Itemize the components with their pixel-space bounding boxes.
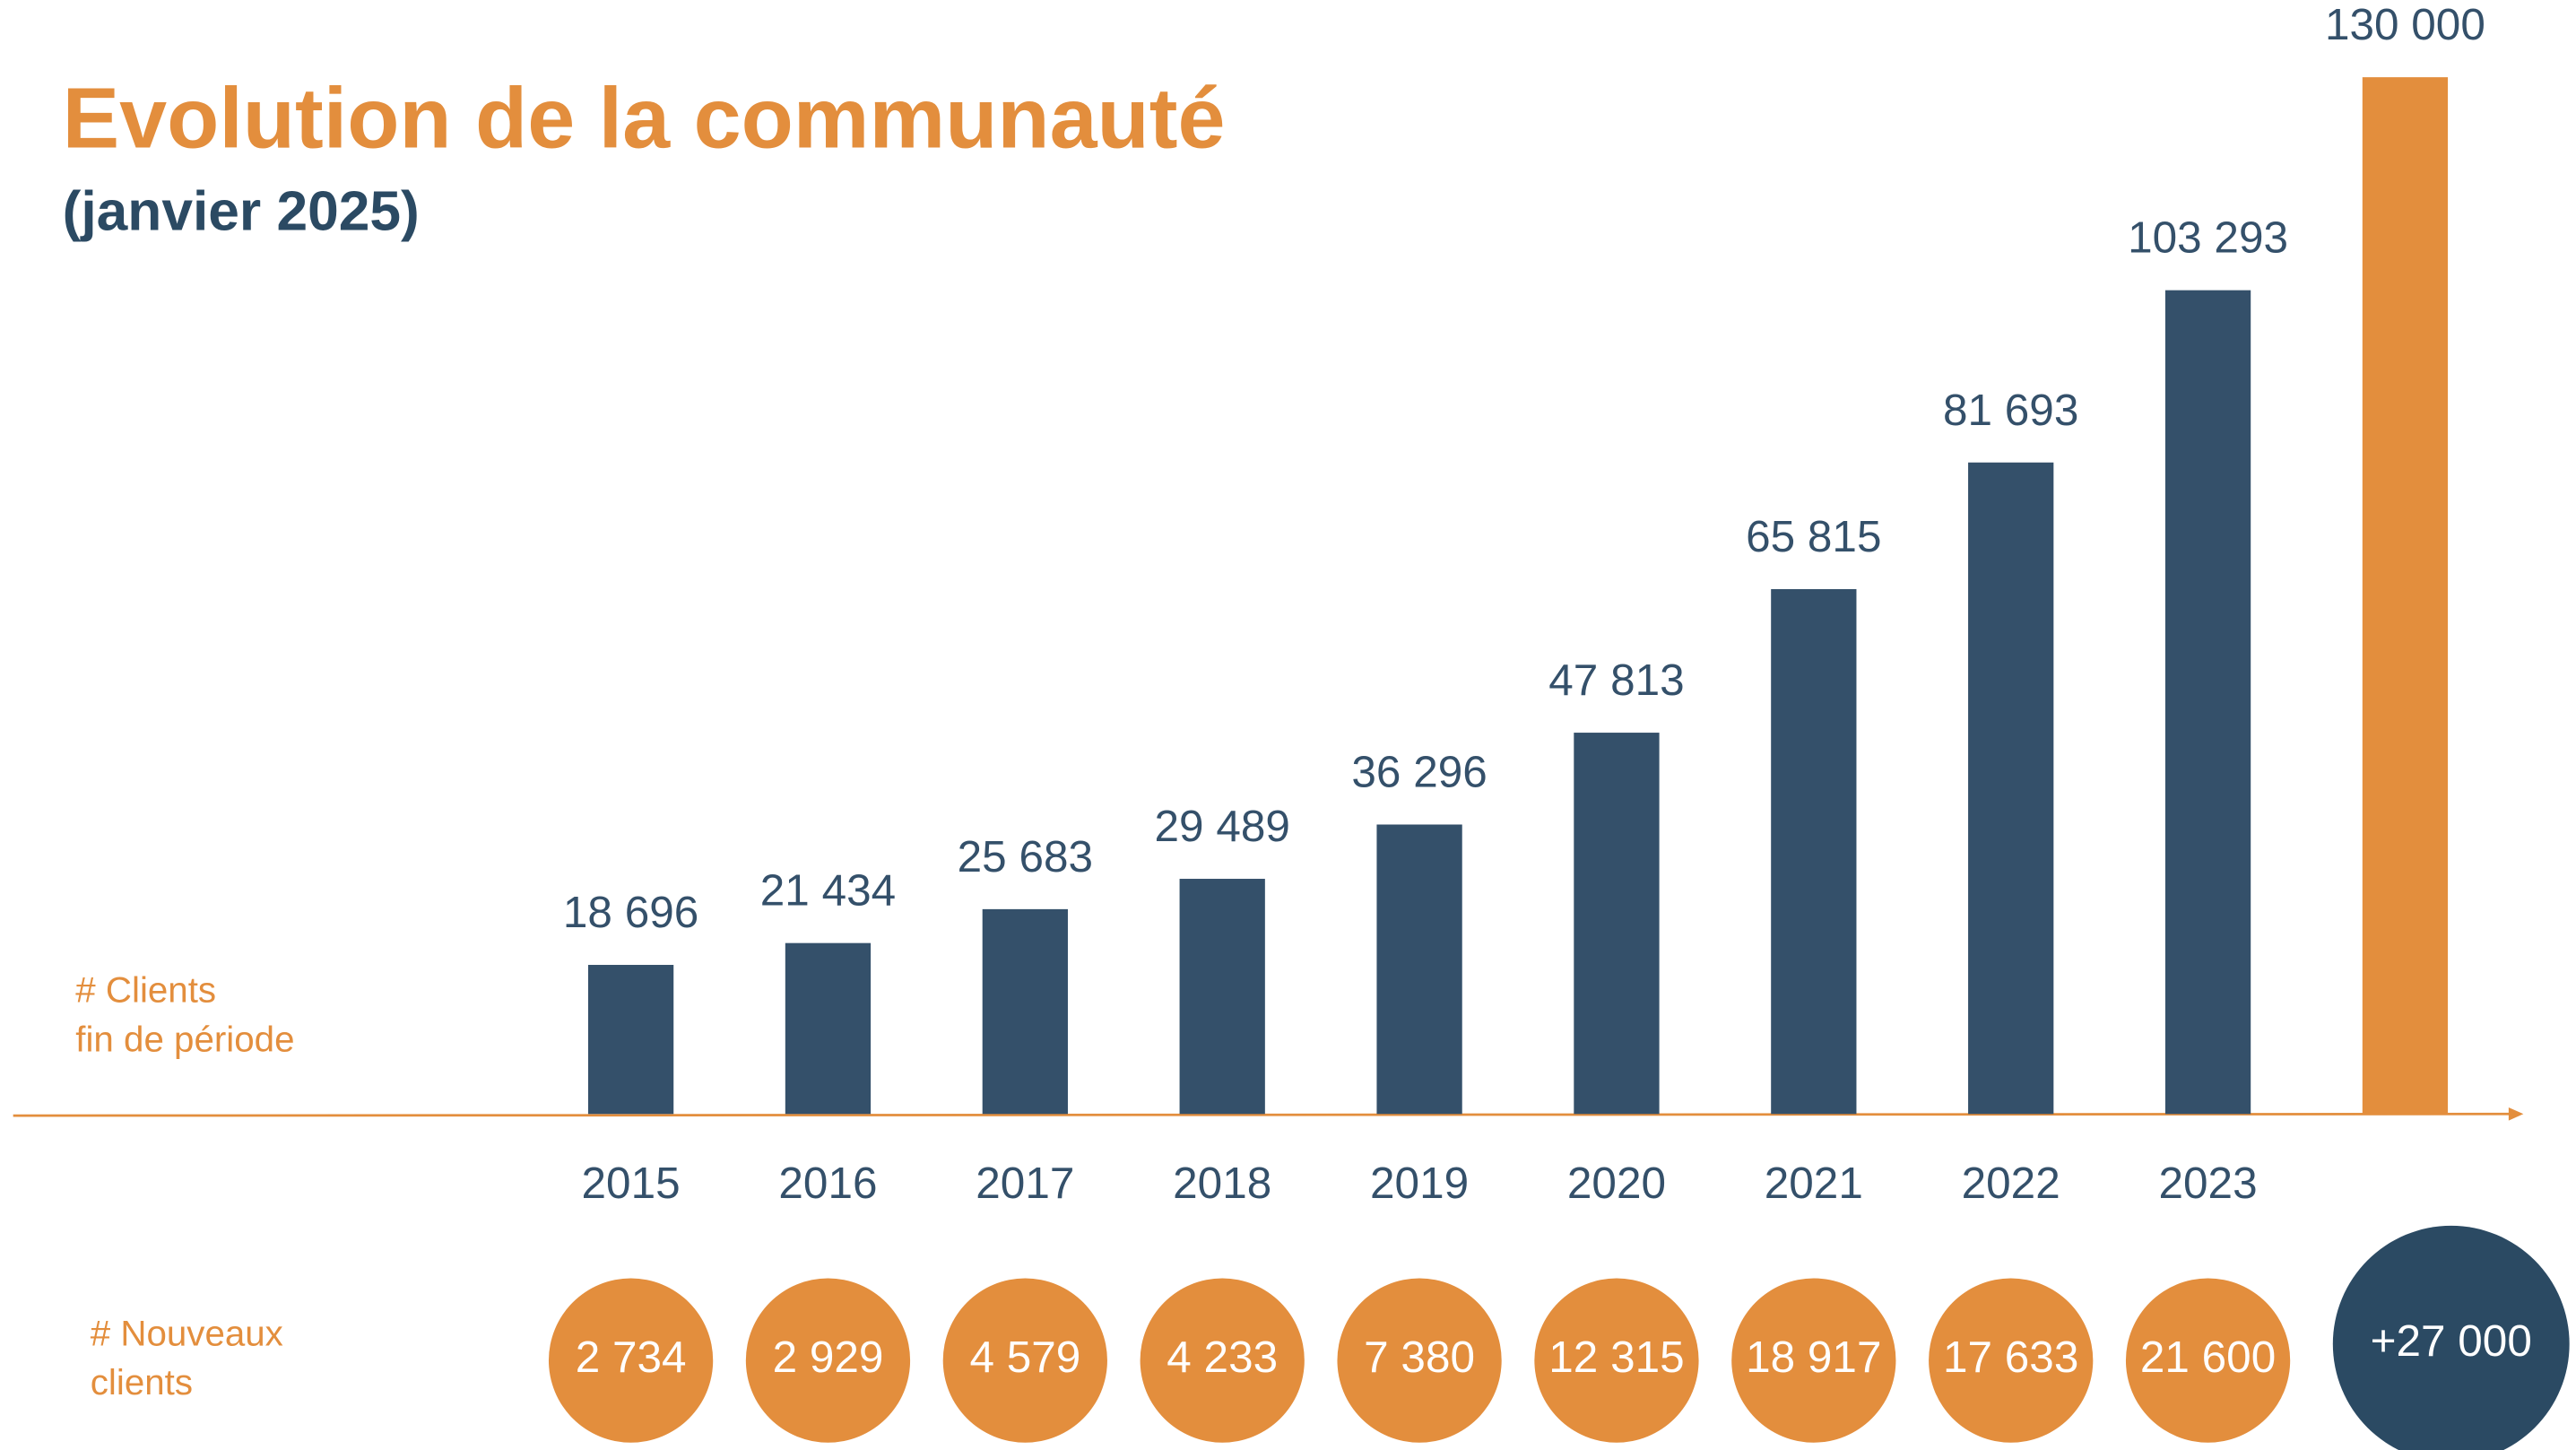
- value-label: 29 489: [1155, 802, 1290, 851]
- new-clients-circle: [745, 1278, 911, 1443]
- bar: [587, 965, 674, 1115]
- x-tick-label: 2023: [2159, 1159, 2258, 1208]
- value-label: 81 693: [1943, 386, 2078, 435]
- x-tick-label: 2015: [582, 1159, 681, 1208]
- x-tick-label: 2022: [1962, 1159, 2060, 1208]
- value-label: 18 696: [563, 888, 698, 937]
- new-clients-label: +27 000: [2371, 1316, 2532, 1366]
- bar: [785, 942, 872, 1115]
- value-label: 21 434: [760, 866, 896, 916]
- bar: [1771, 588, 1857, 1115]
- x-tick-label: 2018: [1173, 1159, 1271, 1208]
- new-clients-label: 12 315: [1548, 1333, 1684, 1382]
- axis-arrow: [2508, 1107, 2524, 1121]
- new-clients-circle: [2125, 1278, 2291, 1443]
- new-clients-circle: [1534, 1278, 1699, 1443]
- new-clients-circle: [1929, 1278, 2094, 1443]
- value-label: 36 296: [1351, 748, 1487, 797]
- new-clients-circle: [1337, 1278, 1502, 1443]
- new-clients-label: 4 233: [1167, 1333, 1278, 1382]
- bar: [1179, 879, 1265, 1115]
- new-clients-circle: [1140, 1278, 1305, 1443]
- new-clients-label: 4 579: [969, 1333, 1080, 1382]
- x-tick-label: 2021: [1765, 1159, 1863, 1208]
- new-clients-label: 21 600: [2140, 1333, 2276, 1382]
- value-label: 130 000: [2325, 0, 2485, 49]
- new-clients-label: 17 633: [1943, 1333, 2078, 1382]
- chart-subtitle: (janvier 2025): [63, 180, 420, 242]
- x-tick-label: 2020: [1567, 1159, 1666, 1208]
- new-clients-label: 2 929: [773, 1333, 884, 1382]
- x-tick-label: 2017: [976, 1159, 1074, 1208]
- bar: [1376, 824, 1462, 1115]
- chart-title: Evolution de la communauté: [63, 71, 1226, 166]
- new-clients-circle: [548, 1278, 714, 1443]
- new-clients-label: 7 380: [1364, 1333, 1475, 1382]
- bar: [2362, 77, 2449, 1115]
- value-label: 47 813: [1548, 656, 1684, 705]
- new-clients-circle: [1731, 1278, 1896, 1443]
- x-tick-label: 2019: [1370, 1159, 1469, 1208]
- new-clients-circle: [942, 1278, 1107, 1443]
- x-axis: [13, 1112, 2514, 1117]
- new-clients-label: clients: [91, 1362, 193, 1402]
- value-label: 65 815: [1746, 512, 1881, 561]
- new-clients-label: 18 917: [1746, 1333, 1881, 1382]
- new-clients-circle: [2332, 1225, 2570, 1450]
- bar: [1574, 733, 1660, 1115]
- y-label: # Clients: [75, 969, 216, 1010]
- bar: [2164, 290, 2251, 1115]
- value-label: 25 683: [958, 832, 1093, 881]
- y-label: fin de période: [75, 1019, 294, 1059]
- value-label: 103 293: [2128, 213, 2288, 263]
- bar: [1968, 462, 2054, 1115]
- new-clients-label: 2 734: [576, 1333, 687, 1382]
- bar: [982, 908, 1068, 1115]
- new-clients-label: # Nouveaux: [91, 1313, 283, 1353]
- x-tick-label: 2016: [778, 1159, 877, 1208]
